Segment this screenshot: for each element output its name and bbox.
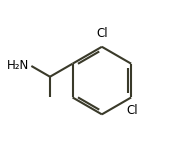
Text: Cl: Cl [127,104,138,117]
Text: Cl: Cl [96,27,108,40]
Text: H₂N: H₂N [7,60,29,73]
